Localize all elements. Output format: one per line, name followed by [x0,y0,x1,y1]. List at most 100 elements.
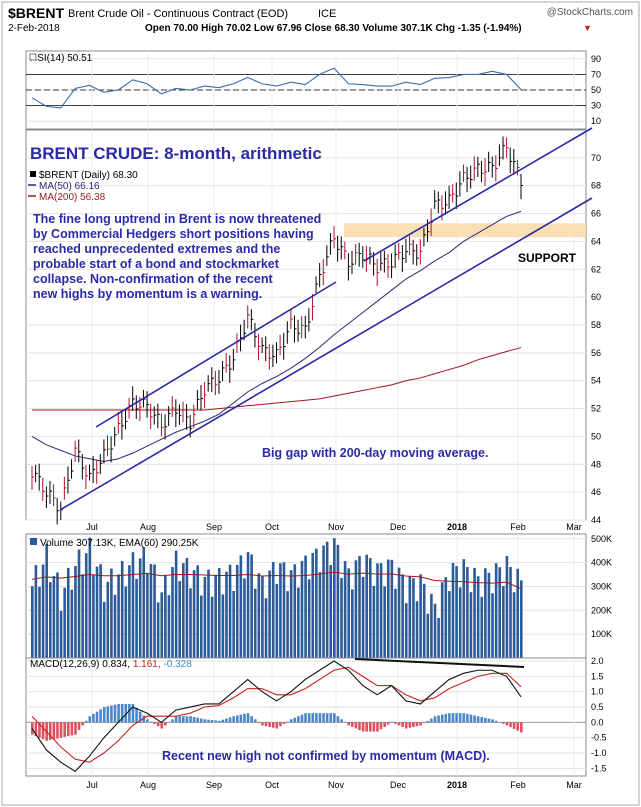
macd-hist-bar [444,713,448,723]
volume-bar [31,586,34,658]
volume-bar [315,548,318,658]
volume-bar [347,568,351,658]
macd-hist-bar [325,713,329,723]
price-bar [67,466,70,494]
price-bar [175,399,178,428]
macd-hist-bar [307,713,311,723]
macd-hist-bar [178,716,182,723]
price-bar [340,236,344,260]
volume-bar [232,590,235,658]
volume-bar [156,602,160,658]
price-bar [81,454,85,480]
volume-bar [286,591,289,658]
price-bar [315,276,319,294]
month-label: Sep [206,522,222,532]
ma50-line [31,210,522,463]
macd-hist-bar [455,713,458,723]
macd-hist-bar [59,722,63,738]
support-band [344,223,586,238]
divergence-line [354,658,525,668]
price-bar [247,305,250,329]
price-bar [477,156,480,177]
volume-bar [433,603,437,658]
macd-hist-bar [182,716,185,723]
volume-bar [41,564,45,658]
month-label: Jul [86,522,98,532]
support-label: SUPPORT [518,251,577,265]
volume-bar [246,552,250,658]
volume-label: Volume 307.13K, EMA(60) 290.25K [40,538,199,549]
price-bar [383,250,387,273]
volume-bar [160,592,164,658]
price-bar [232,348,236,371]
price-bar [387,254,390,278]
volume-bar [502,586,505,658]
volume-bar [333,538,336,658]
macd-hist-bar [210,720,214,723]
price-bar [132,386,135,411]
macd-hist-bar [160,722,164,729]
macd-panel: MACD(12,26,9) 0.834, 1.161, -0.328 Recen… [25,656,607,777]
price-bar [412,239,416,265]
price-bar [311,293,315,321]
channel-lower-line [59,197,593,511]
volume-bar [207,569,210,658]
price-bar [168,406,171,427]
month-label: 2018 [447,522,467,532]
price-bar [380,252,383,271]
macd-hist-bar [156,722,160,727]
price-tick-label: 48 [591,459,601,469]
volume-bar [63,587,66,658]
price-bar [78,439,81,463]
ma200-legend: MA(200) 56.38 [39,192,106,203]
volume-bar [473,567,476,658]
volume-bar [146,573,149,658]
price-bar [491,156,495,178]
price-bar [96,459,99,484]
volume-bar [401,574,404,658]
volume-bar [214,574,217,658]
price-bar [369,246,372,265]
macd-hist-bar [502,722,505,724]
rsi-tick-label: 10 [591,116,601,126]
volume-bar [390,559,394,658]
volume-bar [451,562,455,658]
macd-hist-bar [279,722,282,727]
macd-hist-bar [207,719,210,723]
volume-bar [243,578,246,658]
price-bar [218,370,221,394]
commentary-line: by Commercial Hedgers short positions ha… [33,227,314,241]
price-bar [211,367,214,393]
price-bar [401,245,405,273]
macd-hist-bar [257,722,261,723]
price-bar [204,382,207,409]
volume-bar [430,593,433,658]
volume-bar [210,596,214,658]
volume-bar [444,577,448,658]
macd-hist-bar [433,716,437,723]
volume-bar [164,575,167,658]
price-bar [283,332,286,360]
macd-hist-bar [95,711,99,723]
macd-hist-bar [368,722,372,732]
price-bar [99,454,103,475]
volume-bar [419,574,422,658]
volume-bar [203,576,207,658]
price-bar [423,227,426,247]
change-marker: ▼ [583,23,592,33]
price-bar [117,411,121,435]
macd-hist-bar [404,722,408,729]
volume-bar [494,563,498,658]
price-bar [304,315,308,339]
volume-bar [102,601,106,658]
volume-tick-label: 500K [591,534,612,544]
macd-hist-bar [268,722,271,727]
volume-bar [293,564,297,658]
price-bar [279,334,283,356]
price-bar [466,166,470,193]
month-label: Feb [510,522,526,532]
macd-hist-bar [408,722,412,728]
volume-bar [138,558,142,658]
volume-ema-line [31,571,522,590]
macd-hist-bar [419,722,422,726]
